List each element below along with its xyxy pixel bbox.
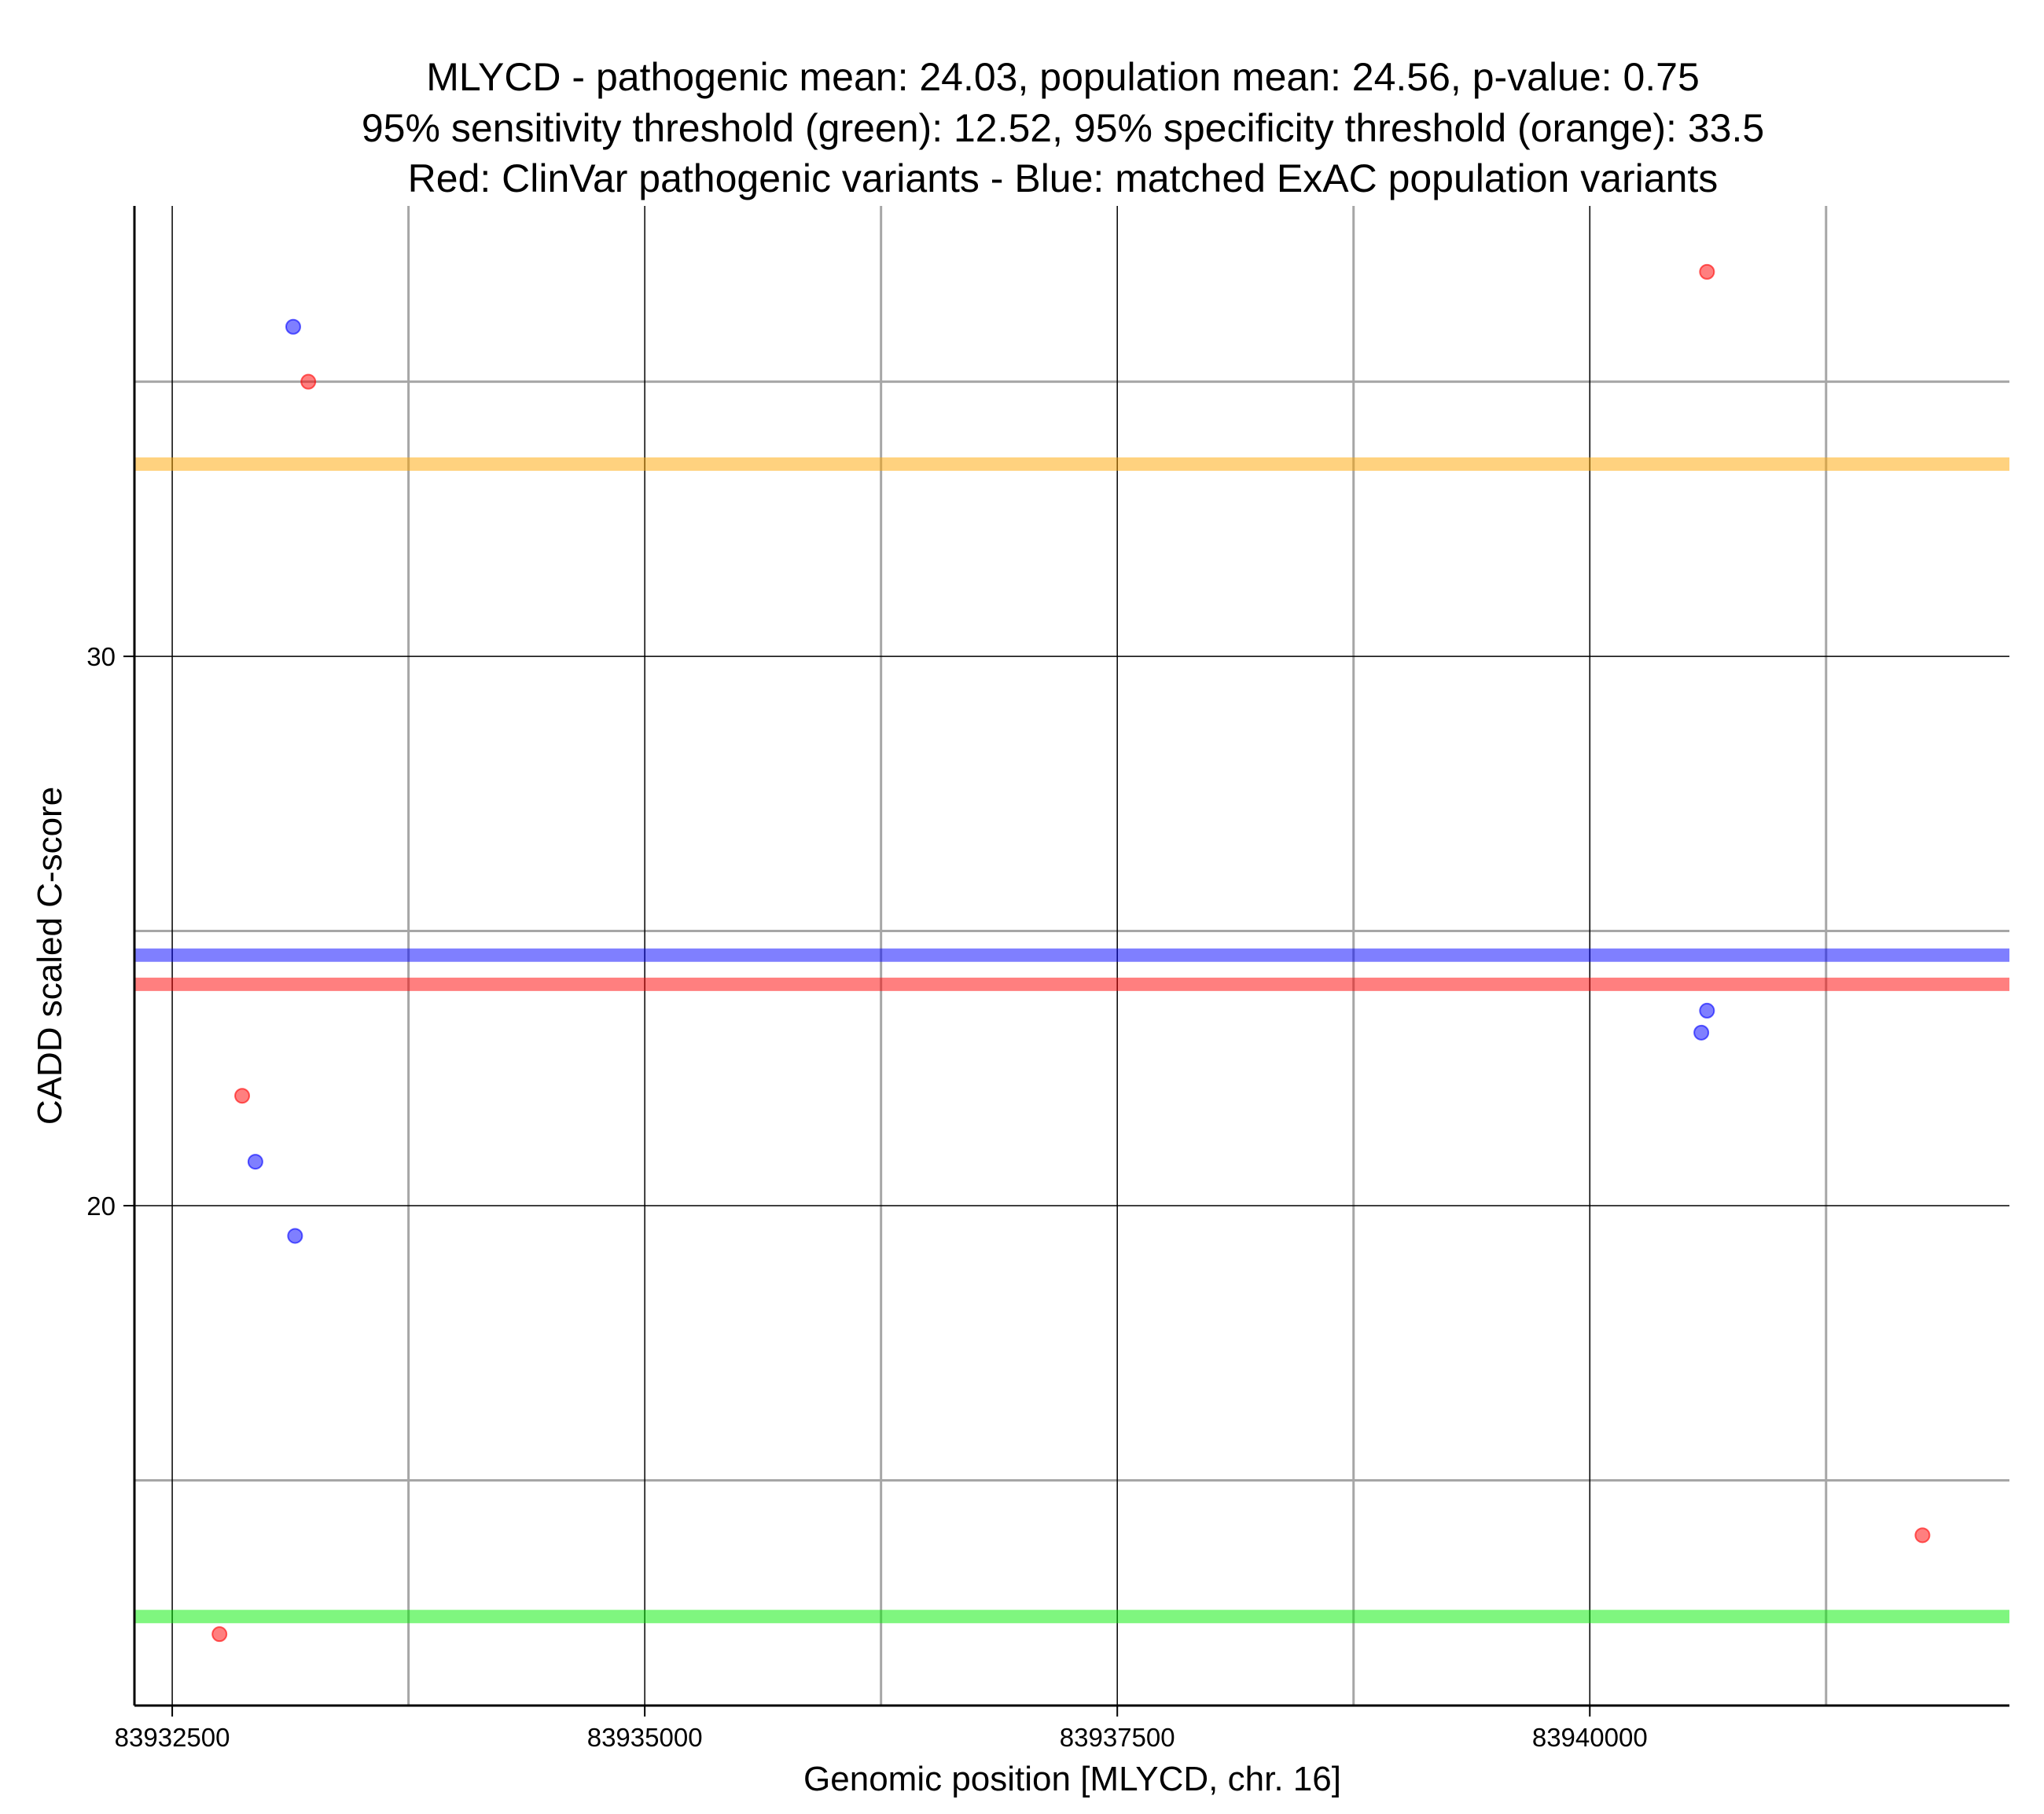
threshold-lines bbox=[134, 457, 2009, 1624]
population-point-0 bbox=[247, 1154, 263, 1170]
y-tick-label-1: 30 bbox=[86, 642, 116, 671]
x-axis-ticks: 83932500 83935000 83937500 83940000 bbox=[115, 1706, 1648, 1752]
x-tick-label-0: 83932500 bbox=[115, 1723, 230, 1752]
population-point-3 bbox=[1693, 1024, 1710, 1041]
title-line-1: MLYCD - pathogenic mean: 24.03, populati… bbox=[426, 55, 1700, 99]
population-point-2 bbox=[287, 1228, 303, 1244]
minor-gridlines bbox=[134, 206, 2009, 1706]
pathogenic-point-2 bbox=[300, 373, 317, 390]
chart-title: MLYCD - pathogenic mean: 24.03, populati… bbox=[362, 55, 1764, 200]
population-point-1 bbox=[285, 318, 301, 335]
pathogenic-point-3 bbox=[1699, 263, 1715, 280]
x-tick-label-3: 83940000 bbox=[1532, 1723, 1648, 1752]
title-line-2: 95% sensitivity threshold (green): 12.52… bbox=[362, 106, 1764, 150]
y-tick-label-0: 20 bbox=[86, 1192, 116, 1221]
x-tick-label-2: 83937500 bbox=[1060, 1723, 1175, 1752]
pathogenic-point-1 bbox=[234, 1088, 251, 1104]
x-axis-title: Genomic position [MLYCD, chr. 16] bbox=[803, 1760, 1341, 1798]
axes bbox=[133, 206, 2009, 1707]
y-axis-title: CADD scaled C-score bbox=[31, 787, 69, 1125]
pathogenic-point-0 bbox=[211, 1626, 228, 1643]
pathogenic-point-4 bbox=[1914, 1527, 1931, 1544]
x-tick-label-1: 83935000 bbox=[587, 1723, 703, 1752]
data-points bbox=[211, 263, 1931, 1643]
population-point-4 bbox=[1699, 1002, 1715, 1019]
title-line-3: Red: ClinVar pathogenic variants - Blue:… bbox=[408, 156, 1719, 200]
